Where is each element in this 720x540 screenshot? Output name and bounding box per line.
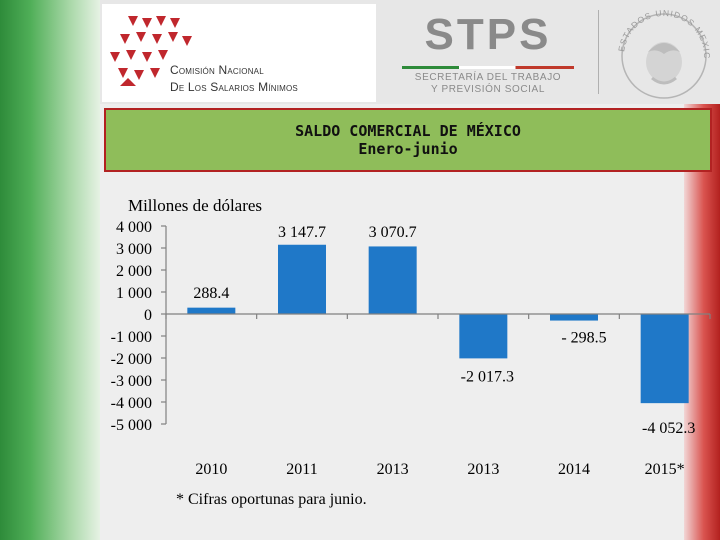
chart-subtitle: Enero-junio — [358, 140, 458, 158]
org-name-line2: De Los Salarios Mínimos — [170, 80, 298, 94]
bar — [278, 244, 326, 314]
data-label: 3 147.7 — [278, 224, 326, 241]
data-label: 3 070.7 — [369, 224, 417, 241]
y-tick-label: -5 000 — [111, 417, 152, 434]
chart-footnote: * Cifras oportunas para junio. — [176, 491, 367, 508]
org-name: Comisión Nacional De Los Salarios Mínimo… — [170, 62, 298, 96]
stps-subtitle-2: Y PREVISIÓN SOCIAL — [431, 84, 545, 95]
header-divider — [598, 10, 599, 94]
conasami-logo-icon — [110, 16, 192, 86]
y-axis-label: Millones de dólares — [128, 196, 262, 215]
bar — [459, 314, 508, 359]
stps-logo: STPS SECRETARÍA DEL TRABAJO Y PREVISIÓN … — [396, 10, 580, 96]
data-label: 288.4 — [193, 285, 229, 302]
y-tick-label: -4 000 — [111, 395, 152, 412]
bar — [187, 307, 236, 314]
y-tick-label: 1 000 — [116, 285, 152, 302]
y-tick-label: 3 000 — [116, 241, 152, 258]
org-name-line1: Comisión Nacional — [170, 63, 264, 77]
bar — [550, 314, 598, 321]
y-tick-label: 4 000 — [116, 219, 152, 236]
x-axis-ticks — [165, 314, 711, 319]
y-tick-label: 2 000 — [116, 263, 152, 280]
bar — [368, 246, 417, 314]
data-label: -2 017.3 — [461, 368, 514, 385]
stps-subtitle-1: SECRETARÍA DEL TRABAJO — [414, 72, 562, 83]
x-tick-label: 2011 — [286, 461, 317, 478]
x-tick-label: 2015* — [645, 461, 685, 478]
y-tick-label: 0 — [144, 307, 152, 324]
stps-title: STPS — [424, 10, 552, 59]
data-labels: 288.4 3 147.7 3 070.7 -2 017.3 - 298.5 -4 052… — [193, 224, 695, 437]
x-axis-labels: 2010 2011 2013 2013 2014 2015* — [195, 461, 684, 478]
data-label: -4 052.3 — [642, 420, 695, 437]
y-tick-label: -2 000 — [111, 351, 152, 368]
x-tick-label: 2010 — [195, 461, 227, 478]
y-axis-ticks: 4 000 3 000 2 000 1 000 0 -1 000 -2 000 -3 000 -… — [111, 219, 166, 434]
mexico-seal-icon: ESTADOS UNIDOS MEXICANOS — [612, 4, 711, 99]
x-tick-label: 2013 — [377, 461, 409, 478]
conasami-logo: Comisión Nacional De Los Salarios Mínimo… — [102, 4, 376, 102]
bar — [640, 314, 689, 404]
y-tick-label: -1 000 — [111, 329, 152, 346]
stps-tricolor-rule — [402, 66, 574, 69]
left-decorative-stripe — [0, 0, 100, 540]
x-tick-label: 2014 — [558, 461, 590, 478]
x-tick-label: 2013 — [467, 461, 499, 478]
chart-title: SALDO COMERCIAL DE MÉXICO — [295, 122, 521, 140]
y-tick-label: -3 000 — [111, 373, 152, 390]
data-label: - 298.5 — [561, 330, 606, 347]
bars — [187, 244, 689, 404]
chart-title-box: SALDO COMERCIAL DE MÉXICO Enero-junio — [104, 108, 712, 172]
